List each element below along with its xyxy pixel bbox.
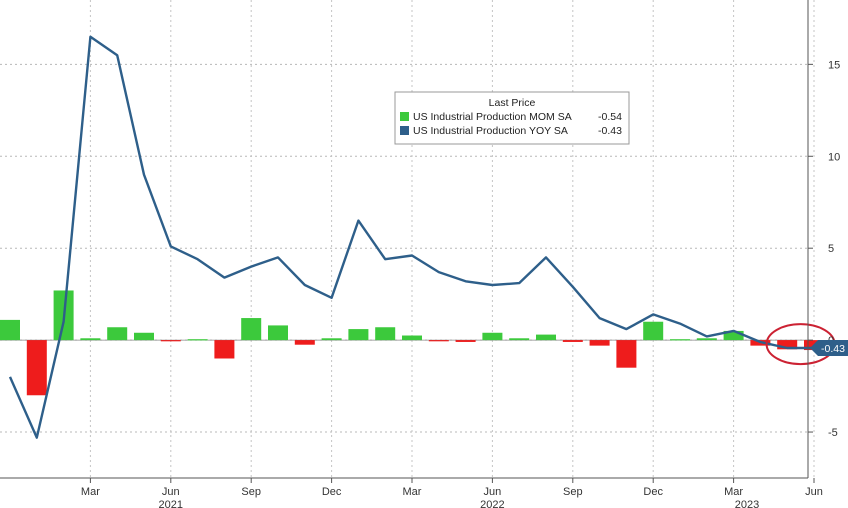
legend-label-yoy: US Industrial Production YOY SA (413, 125, 568, 137)
line-series-yoy (8, 35, 814, 439)
legend-swatch-mom (400, 112, 409, 121)
legend-box (394, 91, 630, 145)
bar-mom (268, 325, 288, 341)
bar-mom (428, 340, 449, 342)
bar-mom (375, 327, 396, 341)
y-tick-label: 15 (828, 59, 840, 71)
bar-mom (134, 332, 154, 341)
bar-mom (321, 338, 342, 341)
x-tick-label: Mar (403, 486, 422, 498)
x-tick-label: Sep (241, 486, 261, 498)
x-tick-label: Sep (563, 486, 583, 498)
bar-mom (348, 329, 369, 341)
line-yoy (8, 35, 814, 439)
last-value-label: -0.43 (821, 343, 845, 355)
x-tick-label: Jun (484, 486, 502, 498)
bar-mom (696, 338, 717, 341)
bar-mom (455, 340, 476, 342)
bar-mom (107, 327, 128, 341)
bar-mom (670, 339, 690, 341)
legend: Last Price US Industrial Production MOM … (394, 91, 630, 145)
x-tick-label: Jun (805, 486, 823, 498)
bar-mom (294, 340, 315, 345)
y-tick-label: -5 (828, 427, 838, 439)
last-value-marker (810, 340, 848, 357)
bar-mom (214, 340, 235, 359)
x-year-label: 2023 (735, 499, 759, 508)
x-year-label: 2021 (159, 499, 183, 508)
y-tick-label: 10 (828, 151, 840, 163)
bar-mom (241, 318, 262, 341)
x-tick-label: Mar (81, 486, 100, 498)
x-year-label: 2022 (480, 499, 504, 508)
bar-mom (482, 332, 503, 341)
x-tick-label: Mar (724, 486, 743, 498)
bar-mom (160, 340, 181, 342)
bar-mom (616, 340, 637, 368)
bar-mom (187, 339, 208, 341)
legend-value-yoy: -0.43 (598, 125, 622, 137)
bar-mom (562, 340, 583, 342)
bar-mom (402, 335, 422, 341)
y-tick-label: 5 (828, 243, 834, 255)
bar-mom (723, 330, 744, 341)
x-tick-label: Jun (162, 486, 180, 498)
bar-mom (643, 321, 664, 341)
legend-value-mom: -0.54 (598, 111, 622, 123)
bar-mom (777, 340, 798, 350)
x-tick-label: Dec (643, 486, 663, 498)
legend-title: Last Price (489, 97, 536, 109)
bar-mom (0, 319, 20, 341)
bar-mom (26, 340, 47, 396)
bar-mom (536, 334, 556, 341)
bar-mom (509, 338, 530, 341)
bar-mom (80, 338, 101, 341)
legend-swatch-yoy (400, 126, 409, 135)
legend-label-mom: US Industrial Production MOM SA (413, 111, 572, 123)
x-tick-label: Dec (322, 486, 342, 498)
bar-mom (589, 340, 610, 346)
